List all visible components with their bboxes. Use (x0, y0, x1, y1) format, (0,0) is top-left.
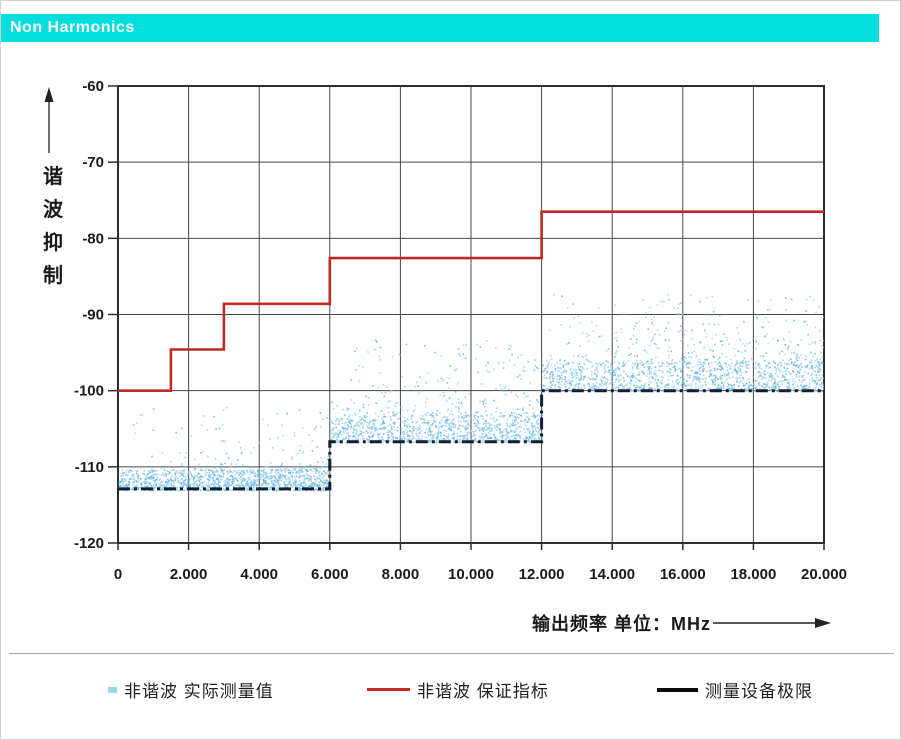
spec-line-marker-icon (367, 688, 410, 691)
svg-text:0: 0 (114, 566, 122, 583)
svg-text:6.000: 6.000 (311, 566, 349, 583)
svg-text:14.000: 14.000 (589, 566, 635, 583)
scatter-marker-icon (108, 686, 117, 693)
limit-line-marker-icon (657, 687, 698, 692)
svg-text:-70: -70 (82, 154, 104, 171)
x-tick-labels: 0 2.000 4.000 6.000 8.000 10.000 12.000 14.000 1… (114, 566, 847, 583)
limit-step-line (118, 389, 824, 491)
x-axis-title: 输出频率 单位：MHz (532, 613, 831, 634)
svg-text:谐: 谐 (43, 165, 63, 188)
scatter-series (118, 294, 824, 492)
svg-text:波: 波 (43, 198, 64, 221)
legend-item-measured: 非谐波 实际测量值 (108, 677, 274, 702)
svg-text:制: 制 (43, 264, 63, 287)
svg-text:输出频率 单位：MHz: 输出频率 单位：MHz (532, 613, 711, 634)
svg-text:-90: -90 (82, 307, 104, 324)
svg-text:20.000: 20.000 (801, 566, 847, 583)
svg-text:-110: -110 (75, 459, 104, 476)
legend-label-spec: 非谐波 保证指标 (417, 682, 549, 701)
svg-text:-100: -100 (74, 383, 104, 400)
svg-text:8.000: 8.000 (382, 566, 420, 583)
y-tick-labels: -60 -70 -80 -90 -100 -110 -120 (74, 78, 104, 552)
svg-text:抑: 抑 (43, 230, 63, 254)
axis-ticks (108, 85, 825, 550)
legend-divider (9, 653, 894, 654)
header-bar: Non Harmonics (1, 14, 879, 42)
svg-text:-60: -60 (82, 78, 104, 95)
legend-label-limit: 测量设备极限 (705, 682, 813, 701)
legend-item-limit: 测量设备极限 (657, 677, 813, 702)
legend: 非谐波 实际测量值 非谐波 保证指标 测量设备极限 (1, 675, 900, 705)
svg-text:16.000: 16.000 (660, 566, 706, 583)
legend-item-spec: 非谐波 保证指标 (367, 677, 549, 702)
svg-text:10.000: 10.000 (448, 566, 494, 583)
svg-text:-120: -120 (74, 535, 104, 552)
svg-text:2.000: 2.000 (170, 566, 208, 583)
svg-text:-80: -80 (82, 230, 104, 247)
spec-step-line (118, 210, 824, 392)
svg-text:18.000: 18.000 (730, 566, 776, 583)
legend-label-measured: 非谐波 实际测量值 (124, 682, 274, 701)
svg-text:12.000: 12.000 (519, 566, 565, 583)
svg-text:4.000: 4.000 (240, 566, 278, 583)
page-title: Non Harmonics (10, 19, 135, 36)
